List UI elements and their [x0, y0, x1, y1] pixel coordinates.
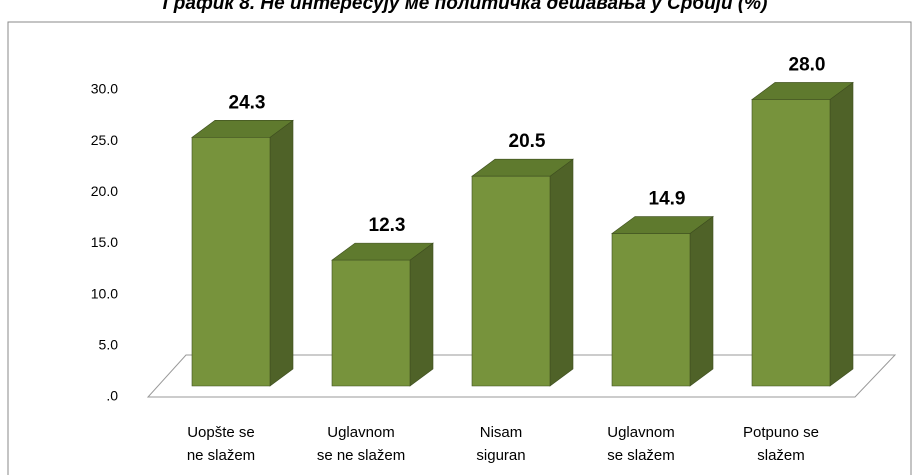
data-label: 28.0	[789, 54, 826, 75]
x-tick-label: Nisam	[480, 424, 523, 441]
x-tick-label: Uglavnom	[327, 424, 395, 441]
y-tick-label: 20.0	[91, 183, 118, 199]
y-tick-label: 30.0	[91, 81, 118, 97]
chart-title: График 8. Не интересују ме политичка деш…	[163, 0, 768, 14]
y-tick-label: .0	[106, 388, 118, 404]
y-tick-label: 25.0	[91, 132, 118, 148]
bar-front	[471, 175, 551, 387]
x-tick-label: se ne slažem	[317, 447, 405, 464]
bar-side	[549, 158, 574, 387]
bar-side	[409, 242, 434, 387]
data-label: 24.3	[229, 92, 266, 113]
y-tick-label: 10.0	[91, 285, 118, 301]
x-tick-label: ne slažem	[187, 447, 255, 464]
bar	[191, 119, 294, 387]
y-tick-label: 15.0	[91, 234, 118, 250]
data-label: 14.9	[649, 189, 686, 210]
x-tick-label: Uopšte se	[187, 424, 255, 441]
bar	[611, 215, 714, 387]
x-tick-label: siguran	[476, 447, 525, 464]
x-tick-label: Potpuno se	[743, 424, 819, 441]
bar	[331, 242, 434, 387]
bar-front	[751, 99, 831, 387]
x-tick-label: Uglavnom	[607, 424, 675, 441]
bar-side	[269, 119, 294, 387]
data-label: 20.5	[509, 131, 546, 152]
bar-front	[611, 233, 691, 387]
x-tick-label: slažem	[757, 447, 805, 464]
bar-front	[191, 137, 271, 387]
bar	[471, 158, 574, 387]
bar-side	[829, 81, 854, 387]
data-label: 12.3	[369, 215, 406, 236]
bar-side	[689, 215, 714, 387]
x-tick-label: se slažem	[607, 447, 675, 464]
bar	[751, 81, 854, 387]
y-tick-label: 5.0	[99, 337, 119, 353]
bar-front	[331, 259, 411, 387]
